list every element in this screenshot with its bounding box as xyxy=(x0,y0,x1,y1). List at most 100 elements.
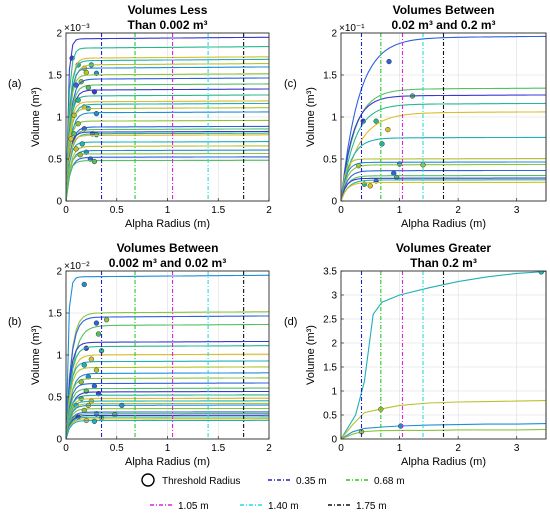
chart-title: 0.02 m³ and 0.2 m³ xyxy=(391,18,495,32)
threshold-marker xyxy=(385,126,391,133)
series-line xyxy=(66,407,269,439)
x-tick-label: 3 xyxy=(514,205,520,216)
threshold-marker xyxy=(393,174,400,181)
threshold-marker xyxy=(91,89,98,95)
series-line xyxy=(66,366,269,439)
series-line xyxy=(66,73,269,201)
y-axis-label: Volume (m³) xyxy=(305,87,317,147)
y-tick-label: 2 xyxy=(331,29,337,40)
series-line xyxy=(341,181,546,201)
axis-exponent-label: ×10⁻² xyxy=(64,261,90,272)
series-line xyxy=(66,63,269,201)
series-line xyxy=(66,119,269,201)
panel-label: (c) xyxy=(284,78,297,90)
series-line xyxy=(66,382,269,439)
series-line xyxy=(66,274,269,439)
axes-frame xyxy=(340,270,547,440)
y-tick-label: 0 xyxy=(56,197,62,208)
threshold-legend-icon xyxy=(141,473,155,487)
series-line xyxy=(341,102,546,201)
panel-label: (b) xyxy=(8,316,21,328)
series-group xyxy=(66,33,269,201)
chart-title: Volumes Less xyxy=(128,3,208,17)
x-axis-label: Alpha Radius (m) xyxy=(401,218,486,230)
threshold-marker xyxy=(367,183,373,189)
x-axis-label: Alpha Radius (m) xyxy=(125,456,210,468)
series-line xyxy=(341,136,546,201)
series-line xyxy=(66,418,269,439)
y-tick-label: 0 xyxy=(56,435,62,446)
threshold-marker xyxy=(71,131,77,137)
x-tick-label: 0 xyxy=(338,205,344,216)
x-tick-label: 1 xyxy=(165,443,171,454)
series-line xyxy=(66,377,269,439)
threshold-marker xyxy=(91,383,98,389)
threshold-marker xyxy=(81,362,87,368)
x-tick-label: 1 xyxy=(397,443,403,454)
y-tick-label: 0.5 xyxy=(48,393,62,404)
x-tick-label: 0.5 xyxy=(110,443,124,454)
threshold-marker xyxy=(75,121,81,127)
series-line xyxy=(66,315,269,439)
threshold-marker xyxy=(68,136,74,142)
series-line xyxy=(341,158,546,201)
y-tick-label: 0.5 xyxy=(48,155,62,166)
series-line xyxy=(66,345,269,439)
threshold-marker xyxy=(83,69,89,76)
series-line xyxy=(341,35,546,201)
x-tick-label: 0 xyxy=(338,443,344,454)
x-tick-label: 2 xyxy=(455,205,461,216)
series-line xyxy=(66,88,269,201)
series-line xyxy=(66,145,269,201)
legend-label: Threshold Radius xyxy=(162,476,240,487)
threshold-marker xyxy=(88,356,95,362)
threshold-marker xyxy=(81,281,87,288)
y-tick-label: 1.5 xyxy=(48,309,62,320)
x-tick-label: 0.5 xyxy=(110,205,124,216)
axis-exponent-label: ×10⁻³ xyxy=(64,23,90,34)
x-axis-label: Alpha Radius (m) xyxy=(125,218,210,230)
x-tick-label: 2 xyxy=(266,205,272,216)
threshold-marker xyxy=(91,158,98,165)
series-line xyxy=(66,311,269,439)
threshold-marker xyxy=(75,97,81,103)
series-line xyxy=(66,353,269,439)
series-line xyxy=(66,56,269,201)
y-tick-label: 1.5 xyxy=(48,71,62,82)
series-line xyxy=(341,428,546,439)
series-line xyxy=(66,419,269,439)
x-tick-label: 1.5 xyxy=(211,443,225,454)
series-group xyxy=(341,271,546,439)
series-line xyxy=(66,66,269,201)
y-tick-label: 0 xyxy=(331,435,337,446)
series-line xyxy=(66,323,269,439)
series-line xyxy=(66,100,269,201)
series-group xyxy=(341,33,546,201)
series-line xyxy=(341,94,546,201)
series-line xyxy=(66,132,269,201)
series-line xyxy=(341,163,546,201)
series-line xyxy=(66,83,269,201)
series-line xyxy=(66,387,269,439)
series-line xyxy=(66,134,269,201)
x-tick-label: 1 xyxy=(165,205,171,216)
y-tick-label: 2 xyxy=(56,267,62,278)
threshold-marker xyxy=(373,118,379,124)
y-tick-label: 1.5 xyxy=(323,71,337,82)
series-line xyxy=(66,159,269,201)
y-tick-label: 2 xyxy=(331,339,337,350)
series-line xyxy=(66,394,269,439)
chart-title: Volumes Between xyxy=(393,3,495,17)
y-tick-label: 1 xyxy=(331,387,337,398)
threshold-marker xyxy=(93,320,100,326)
series-line xyxy=(66,156,269,201)
y-tick-label: 0 xyxy=(331,197,337,208)
y-axis-label: Volume (m³) xyxy=(305,325,317,385)
threshold-marker xyxy=(85,84,91,91)
x-tick-label: 3 xyxy=(514,443,520,454)
series-line xyxy=(66,340,269,439)
series-line xyxy=(341,400,546,439)
